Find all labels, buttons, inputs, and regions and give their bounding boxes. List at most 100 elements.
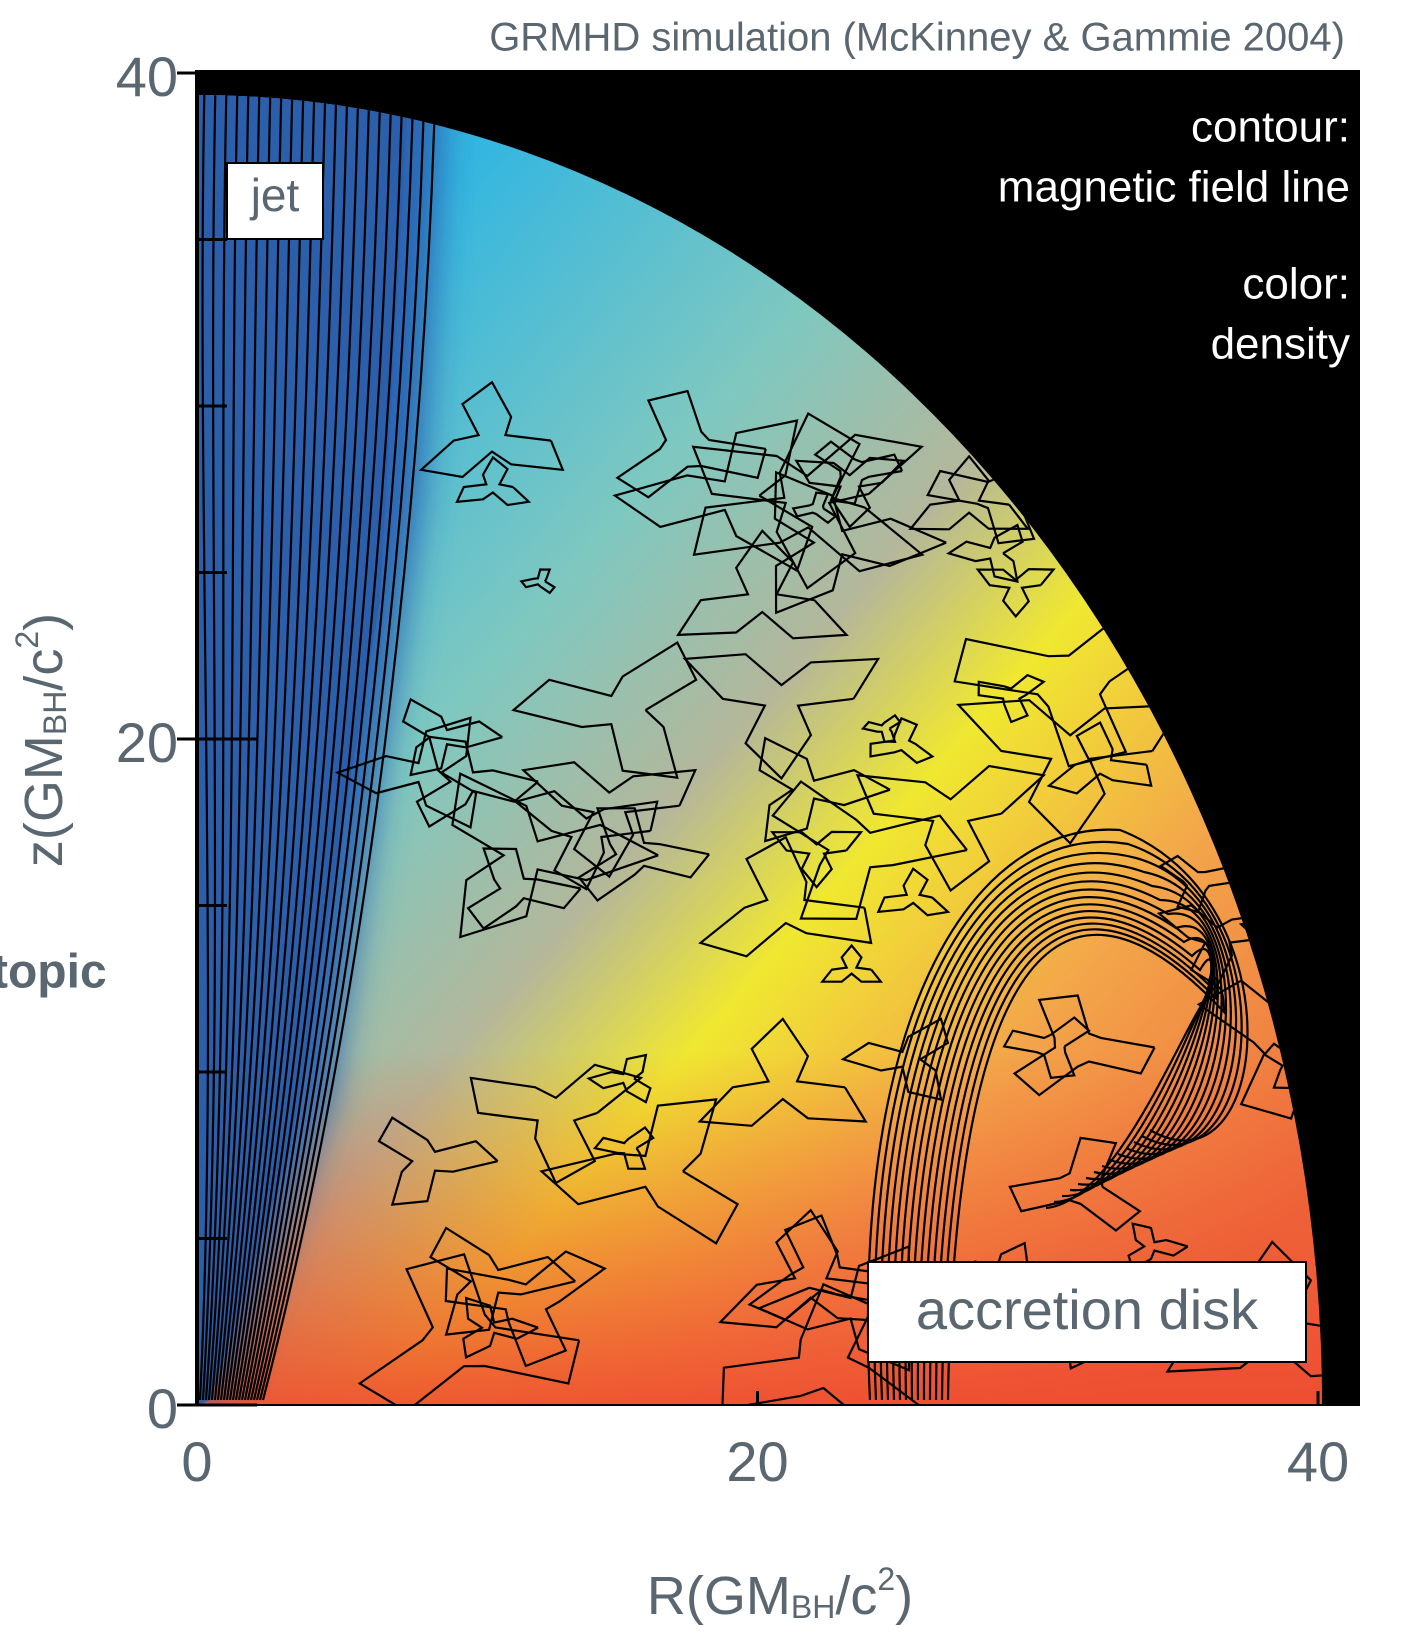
contour-loop (855, 764, 1047, 893)
contour-arc (885, 862, 1232, 1401)
contour-loop (771, 780, 968, 921)
contour-loop (840, 1017, 950, 1102)
contour-loop (773, 470, 947, 615)
field-line (225, 95, 306, 1401)
contour-loop (692, 411, 925, 573)
contour-loop (698, 835, 873, 958)
contour-arc (910, 896, 1216, 1401)
disk-label-box (867, 1261, 1307, 1363)
chart-title: GRMHD simulation (McKinney & Gammie 2004… (489, 16, 1345, 60)
contour-loop (1008, 1136, 1142, 1232)
x-tick-label: 0 (181, 1430, 212, 1493)
contour-loop (469, 1063, 644, 1185)
field-line (207, 95, 240, 1401)
contour-arc (940, 928, 1219, 1401)
contour-arc (879, 852, 1238, 1401)
field-line (216, 95, 273, 1401)
field-line (222, 95, 295, 1401)
contour-loop (876, 867, 951, 917)
field-line (228, 95, 317, 1401)
x-axis-label: R(GMBH/c2) (647, 1561, 913, 1626)
contour-loop (455, 455, 532, 507)
contour-loop (977, 673, 1046, 724)
contour-arc (892, 871, 1228, 1401)
contour-loop (466, 847, 582, 930)
field-line (258, 95, 427, 1401)
contour-loop (586, 1053, 652, 1104)
field-line (213, 95, 262, 1401)
contour-loop (758, 736, 891, 843)
contour-description: magnetic field line (998, 163, 1350, 212)
contour-loop (697, 1017, 868, 1127)
field-line (204, 95, 229, 1401)
field-line (240, 95, 361, 1401)
field-line (231, 95, 328, 1401)
x-tick-label: 40 (1287, 1430, 1349, 1493)
side-label: topic (0, 946, 107, 999)
contour-loop (444, 1250, 607, 1368)
contour-arc (898, 880, 1223, 1401)
x-axis-label-text: R(GMBH/c2) (647, 1561, 913, 1626)
y-tick-label: 40 (116, 45, 178, 108)
contour-loop (860, 713, 902, 743)
contour-loop (794, 456, 906, 529)
contour-loop (451, 772, 659, 939)
contour-loop (975, 567, 1056, 619)
contour-arc (904, 888, 1219, 1401)
contour-loop (813, 440, 904, 505)
disk-label: accretion disk (916, 1278, 1259, 1341)
color-label: color: (1242, 260, 1350, 309)
contour-loop (377, 1116, 499, 1206)
field-line (249, 95, 394, 1401)
field-line (237, 95, 350, 1401)
y-axis-label: z(GMBH/c2) (9, 613, 74, 867)
contour-loop (1012, 994, 1156, 1097)
contour-loop (770, 830, 864, 889)
contour-loop (539, 1098, 740, 1245)
contour-loop (717, 1208, 904, 1329)
contour-loop (415, 735, 539, 829)
contour-arc (928, 916, 1213, 1401)
color-description: density (1211, 320, 1350, 369)
x-tick-label: 20 (726, 1430, 788, 1493)
contour-loop (418, 380, 565, 479)
field-line (255, 95, 416, 1401)
field-line (243, 95, 372, 1401)
field-line (201, 95, 218, 1401)
field-line (219, 95, 284, 1401)
contour-loop (676, 529, 849, 640)
y-axis-label-text: z(GMBH/c2) (9, 613, 74, 867)
contour-loop (820, 943, 884, 983)
contour-arc (873, 840, 1243, 1401)
contour-arc (946, 933, 1226, 1401)
y-tick-label: 20 (116, 711, 178, 774)
jet-label-box (226, 162, 324, 240)
contour-arc (916, 903, 1214, 1401)
contour-loop (691, 433, 925, 590)
contour-label: contour: (1191, 103, 1350, 152)
contour-loop (429, 1226, 576, 1336)
contour-loop (511, 641, 698, 780)
field-line (252, 95, 405, 1401)
contour-loop (519, 568, 557, 595)
contour-loop (1156, 904, 1278, 988)
contour-loop (334, 716, 478, 830)
contour-loop (946, 523, 1024, 584)
contour-loop (513, 789, 659, 891)
field-line (198, 95, 210, 1401)
field-line (261, 95, 438, 1401)
contour-loop (682, 653, 881, 781)
contour-arc (934, 922, 1215, 1401)
contour-loop (1158, 854, 1241, 914)
field-line (246, 95, 383, 1401)
contour-arc (922, 910, 1213, 1401)
jet-label: jet (249, 169, 300, 221)
contour-loop (1127, 1222, 1189, 1271)
contour-loop (592, 1126, 655, 1170)
y-tick-label: 0 (147, 1377, 178, 1440)
contour-loop (357, 1252, 581, 1405)
contour-loop (869, 716, 935, 765)
contour-loop (577, 807, 710, 902)
field-line (234, 95, 339, 1401)
